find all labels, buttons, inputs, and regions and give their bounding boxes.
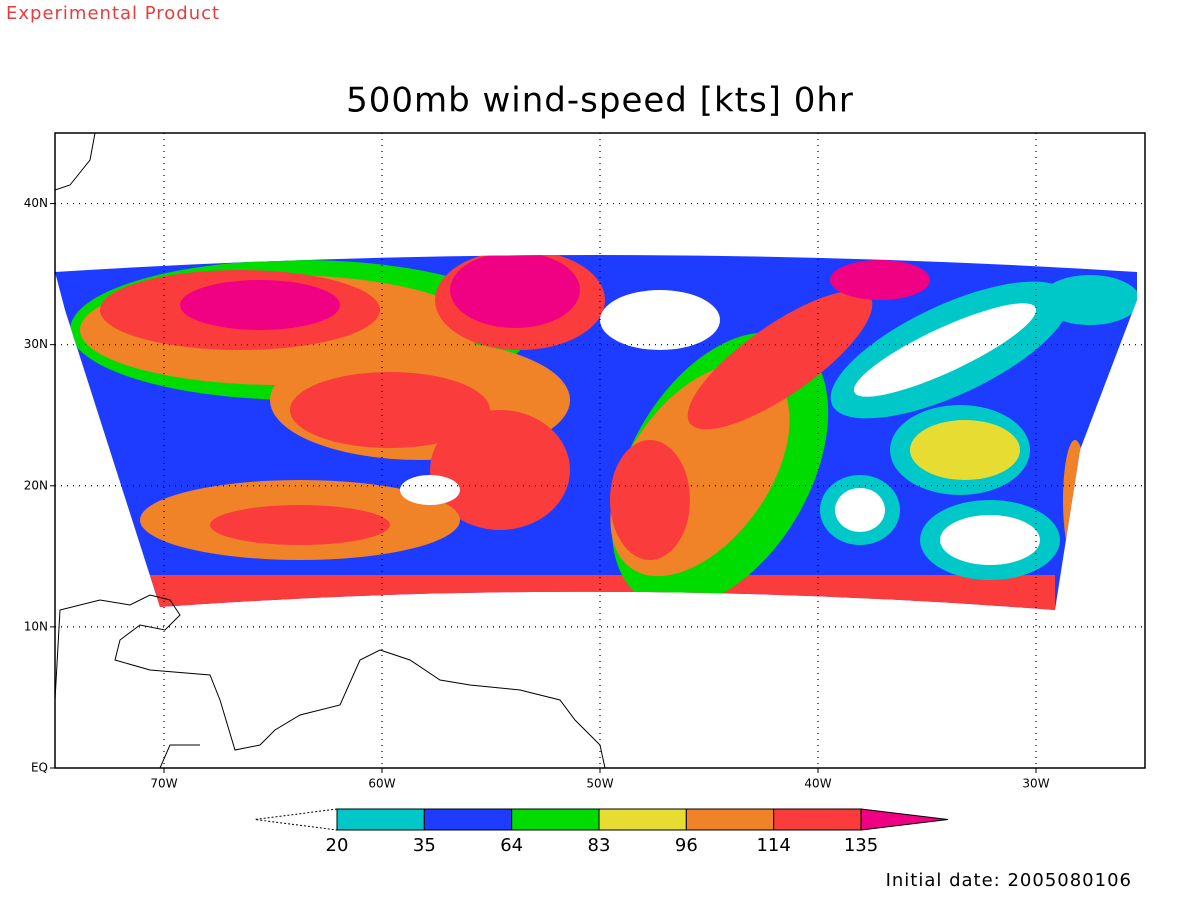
x-tick-label: 40W xyxy=(804,777,831,791)
colorbar-box xyxy=(511,808,600,831)
colorbar-box xyxy=(598,808,687,831)
colorbar-label: 114 xyxy=(756,835,790,856)
y-tick-label: EQ xyxy=(31,761,48,775)
colorbar-label: 83 xyxy=(588,835,611,856)
x-tick-label: 30W xyxy=(1022,777,1049,791)
y-tick-label: 30N xyxy=(24,337,48,351)
colorbar-box xyxy=(423,808,513,831)
product-note: Experimental Product xyxy=(6,3,220,24)
x-tick-label: 70W xyxy=(150,777,177,791)
colorbar-under xyxy=(254,808,338,831)
colorbar-label: 135 xyxy=(844,835,878,856)
y-tick-label: 20N xyxy=(24,478,48,492)
map-title: 500mb wind-speed [kts] 0hr xyxy=(346,81,854,121)
colorbar-label: 96 xyxy=(675,835,698,856)
colorbar-over xyxy=(860,808,949,831)
coastlines xyxy=(55,133,606,768)
colorbar-box xyxy=(336,808,425,831)
wind-field xyxy=(55,255,1137,610)
x-tick-label: 60W xyxy=(368,777,395,791)
colorbar-label: 64 xyxy=(500,835,523,856)
x-tick-label: 50W xyxy=(586,777,613,791)
colorbar-label: 35 xyxy=(413,835,436,856)
colorbar-label: 20 xyxy=(326,835,349,856)
y-tick-label: 10N xyxy=(24,619,48,633)
initial-date: Initial date: 2005080106 xyxy=(886,870,1132,891)
y-tick-label: 40N xyxy=(24,196,48,210)
colorbar-box xyxy=(685,808,775,831)
colorbar-box xyxy=(773,808,862,831)
